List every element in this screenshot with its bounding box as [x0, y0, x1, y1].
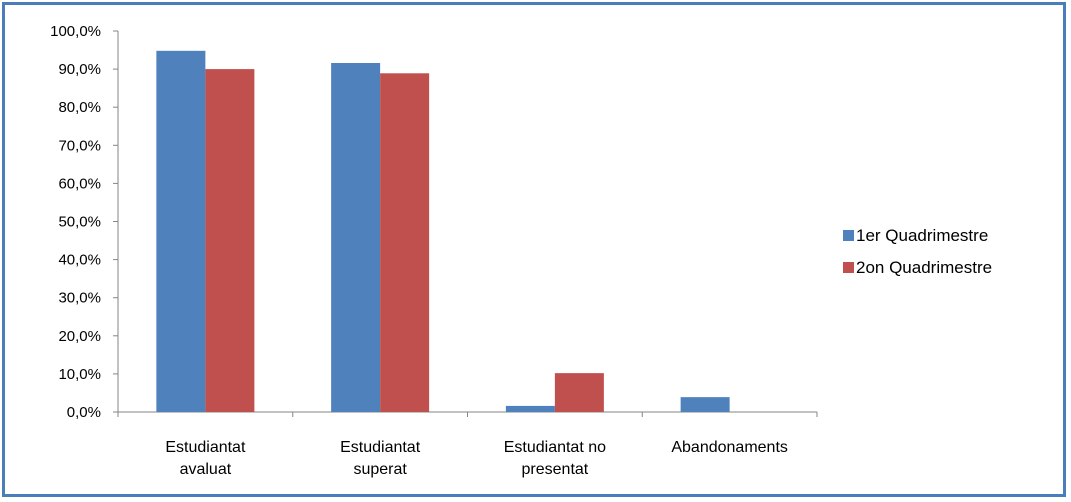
- y-tick-label: 40,0%: [58, 252, 101, 269]
- bar-chart: 0,0% 10,0% 20,0% 30,0% 40,0% 50,0% 60,0% 70,0% 8…: [50, 23, 992, 478]
- y-tick-label: 20,0%: [58, 328, 101, 345]
- bars: [156, 50, 730, 413]
- bar-1-4: [680, 397, 730, 412]
- bar-2-1: [205, 69, 255, 412]
- y-tick-label: 90,0%: [58, 61, 101, 78]
- x-category-label-line: Estudiantat: [165, 439, 246, 456]
- legend-swatch: [843, 262, 854, 273]
- x-category-label: Estudiantat avaluat: [165, 439, 246, 478]
- legend: 1er Quadrimestre 2on Quadrimestre: [843, 226, 992, 277]
- legend-label: 2on Quadrimestre: [856, 258, 992, 277]
- legend-label: 1er Quadrimestre: [856, 226, 988, 245]
- x-category-label-line: avaluat: [180, 461, 232, 478]
- y-tick-label: 0,0%: [67, 404, 101, 421]
- x-category-label: Abandonaments: [671, 439, 788, 456]
- y-tick-label: 50,0%: [58, 214, 101, 231]
- x-category-label: Estudiantat superat: [340, 439, 421, 478]
- y-tick-label: 10,0%: [58, 366, 101, 383]
- bar-2-2: [380, 73, 430, 412]
- x-category-label-line: Abandonaments: [671, 439, 788, 456]
- legend-swatch: [843, 230, 854, 241]
- bar-2-3: [554, 373, 604, 412]
- x-category-label-line: presentat: [522, 461, 589, 478]
- x-category-label: Estudiantat no presentat: [504, 439, 606, 478]
- chart-frame: 0,0% 10,0% 20,0% 30,0% 40,0% 50,0% 60,0% 70,0% 8…: [2, 2, 1066, 497]
- y-tick-label: 100,0%: [50, 23, 101, 40]
- x-category-label-line: superat: [353, 461, 407, 478]
- bar-1-3: [505, 405, 555, 412]
- y-tick-label: 60,0%: [58, 175, 101, 192]
- bar-1-2: [331, 63, 381, 413]
- y-tick-label: 30,0%: [58, 290, 101, 307]
- x-category-label-line: Estudiantat: [340, 439, 421, 456]
- bar-1-1: [156, 50, 206, 412]
- x-category-label-line: Estudiantat no: [504, 439, 606, 456]
- y-axis-ticks: 0,0% 10,0% 20,0% 30,0% 40,0% 50,0% 60,0% 70,0% 8…: [50, 23, 118, 421]
- y-tick-label: 70,0%: [58, 137, 101, 154]
- y-tick-label: 80,0%: [58, 99, 101, 116]
